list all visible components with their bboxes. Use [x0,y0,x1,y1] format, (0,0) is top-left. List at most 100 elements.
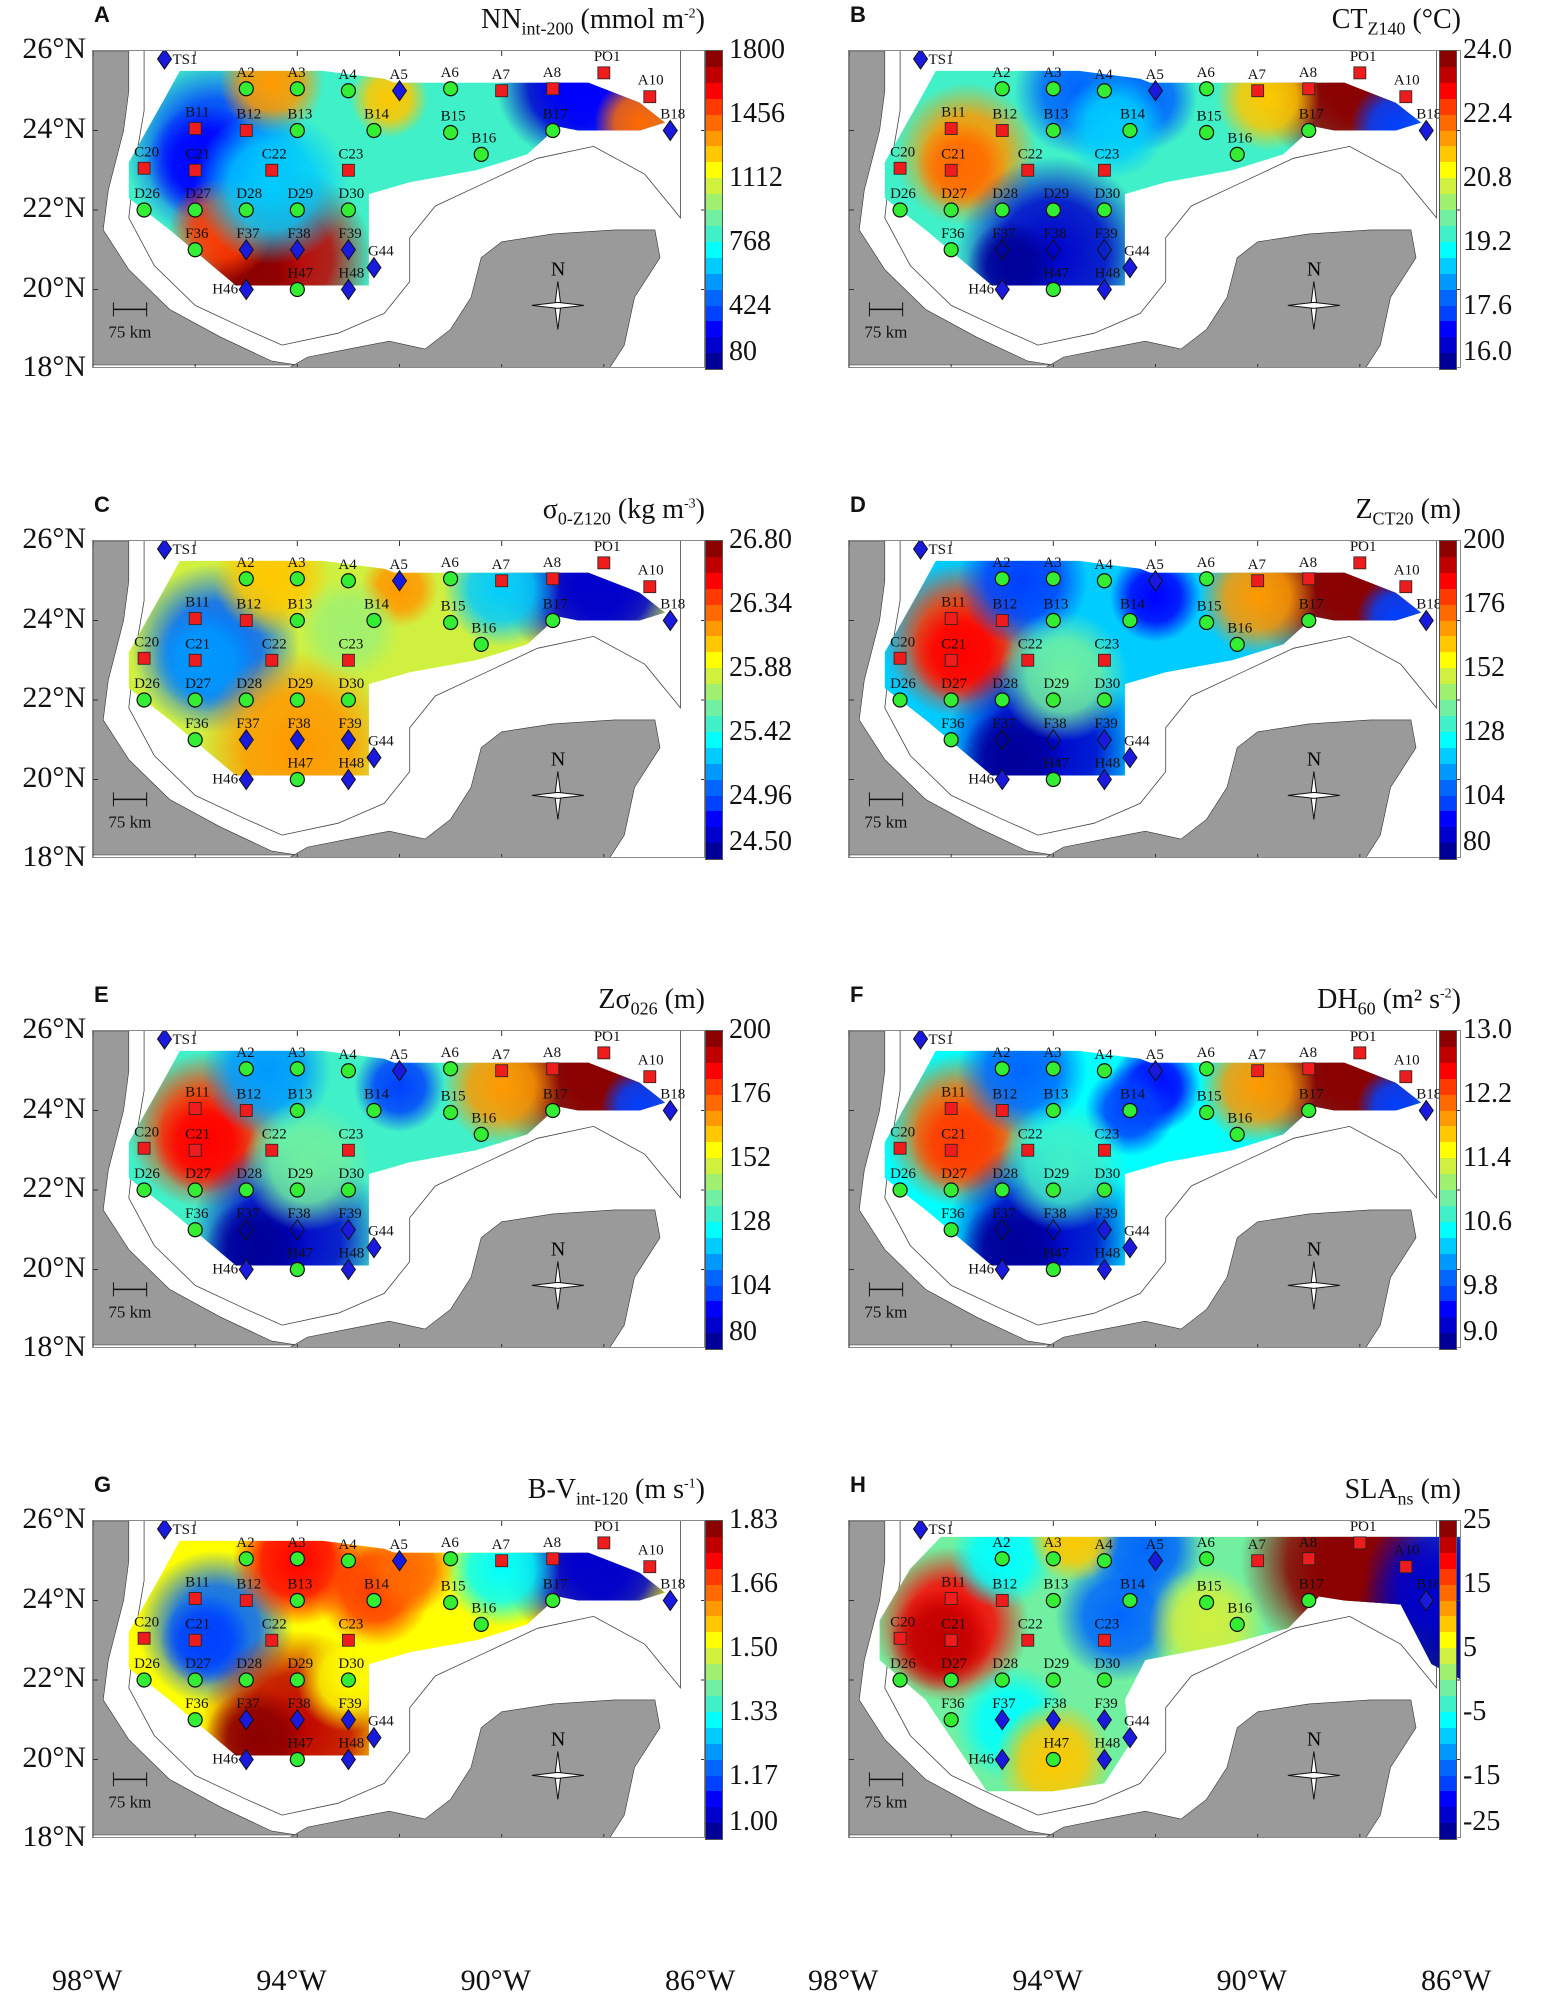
station-c21: C21 [941,1126,966,1157]
svg-text:B14: B14 [364,1577,390,1593]
svg-text:B18: B18 [1416,1577,1441,1593]
svg-text:B14: B14 [1120,1087,1146,1103]
station-b17: B17 [1299,1087,1324,1119]
station-d26: D26 [134,1166,160,1198]
land-yucatan [289,1699,661,1837]
svg-text:D27: D27 [941,676,967,692]
colorbar-tick-label: 26.80 [729,524,792,555]
svg-text:F38: F38 [287,226,310,242]
svg-text:N: N [551,1728,565,1750]
station-d27: D27 [185,186,211,218]
station-b14: B14 [1120,1577,1145,1609]
svg-text:TS1: TS1 [929,542,954,558]
svg-text:A7: A7 [1248,557,1267,573]
station-f39: F39 [1094,1696,1118,1731]
colorbar-tick-label: 22.4 [1463,98,1512,129]
station-d26: D26 [890,186,916,218]
station-b14: B14 [364,107,390,139]
svg-text:C20: C20 [890,144,915,160]
svg-text:G44: G44 [1124,734,1150,750]
station-a10: A10 [1394,1053,1420,1084]
station-b15: B15 [1197,1088,1222,1121]
svg-text:D28: D28 [236,676,262,692]
lat-tick-label: 24°N [22,1581,86,1615]
svg-text:H48: H48 [1094,266,1120,282]
colorbar-tick-label: 152 [1463,652,1505,683]
station-po1: PO1 [1350,51,1377,80]
colorbar-tick-label: 24.50 [729,826,792,857]
svg-text:F39: F39 [1094,716,1117,732]
colorbar-tick-label: 1.17 [729,1760,778,1791]
station-d30: D30 [338,1166,364,1198]
station-b12: B12 [992,1577,1017,1607]
svg-text:A5: A5 [390,1047,408,1063]
colorbar-tick-label: 20.8 [1463,162,1512,193]
colorbar-tick-label: 17.6 [1463,290,1512,321]
lat-tick-label: 20°N [22,760,86,794]
station-b18: B18 [1416,1087,1441,1122]
station-a8: A8 [1299,65,1317,96]
station-d29: D29 [287,676,313,708]
station-a8: A8 [1299,555,1317,586]
station-f39: F39 [338,226,362,261]
svg-text:H47: H47 [1043,1736,1069,1752]
station-a6: A6 [441,1045,459,1077]
station-f36: F36 [941,716,965,748]
lat-tick-label: 22°N [22,1171,86,1204]
colorbar [705,50,723,370]
lat-tick-label: 20°N [22,1740,86,1774]
station-po1: PO1 [1350,541,1377,570]
svg-text:C22: C22 [262,1126,287,1142]
station-c21: C21 [941,1616,966,1647]
svg-text:B13: B13 [1043,597,1068,613]
svg-text:F36: F36 [941,716,965,732]
svg-text:D28: D28 [992,186,1018,202]
panel-b: B CTZ140 (°C) TS1 A2 A3 A4 A5 A6 A7 A8 PO1 A10 B11 B1… [771,0,1542,490]
station-b15: B15 [1197,108,1222,141]
lat-tick-label: 18°N [22,840,86,873]
station-ts1: TS1 [156,1031,198,1050]
station-c23: C23 [1094,146,1119,177]
svg-text:B12: B12 [236,1577,261,1593]
svg-text:C20: C20 [890,1124,915,1140]
station-c23: C23 [338,146,363,177]
north-arrow-icon: N [1287,258,1340,330]
svg-text:B16: B16 [1227,1600,1253,1616]
scale-bar: 75 km [108,302,151,341]
svg-text:A2: A2 [236,65,254,81]
north-arrow-icon: N [531,1238,584,1310]
station-a2: A2 [992,1045,1011,1077]
svg-text:C21: C21 [941,1126,966,1142]
colorbar [705,1520,723,1840]
station-h47: H47 [287,1246,314,1278]
svg-text:F37: F37 [236,1696,260,1712]
svg-text:B11: B11 [941,595,965,611]
station-d30: D30 [338,1656,364,1688]
svg-text:B18: B18 [1416,1087,1441,1103]
svg-text:A8: A8 [1299,1535,1317,1551]
svg-text:75 km: 75 km [864,1302,907,1321]
station-b18: B18 [660,107,685,142]
station-b17: B17 [1299,1577,1324,1609]
svg-text:A3: A3 [287,65,305,81]
station-a8: A8 [543,1045,561,1076]
station-b17: B17 [1299,597,1324,629]
station-b14: B14 [1120,107,1145,139]
north-arrow-icon: N [1287,1238,1340,1310]
svg-text:C22: C22 [262,636,287,652]
svg-text:A7: A7 [492,67,511,83]
station-f37: F37 [992,716,1016,751]
svg-text:TS1: TS1 [173,542,198,558]
svg-text:75 km: 75 km [108,1302,151,1321]
svg-text:F37: F37 [236,1206,260,1222]
station-f36: F36 [941,226,965,258]
svg-text:B15: B15 [1197,108,1222,124]
svg-text:A6: A6 [441,1535,460,1551]
svg-text:C21: C21 [185,146,210,162]
north-arrow-icon: N [1287,748,1340,820]
svg-text:D30: D30 [1094,676,1120,692]
svg-text:B14: B14 [364,107,390,123]
colorbar-tick-label: 128 [1463,716,1505,747]
svg-text:F38: F38 [287,716,310,732]
colorbar-tick-label: 16.0 [1463,336,1512,367]
